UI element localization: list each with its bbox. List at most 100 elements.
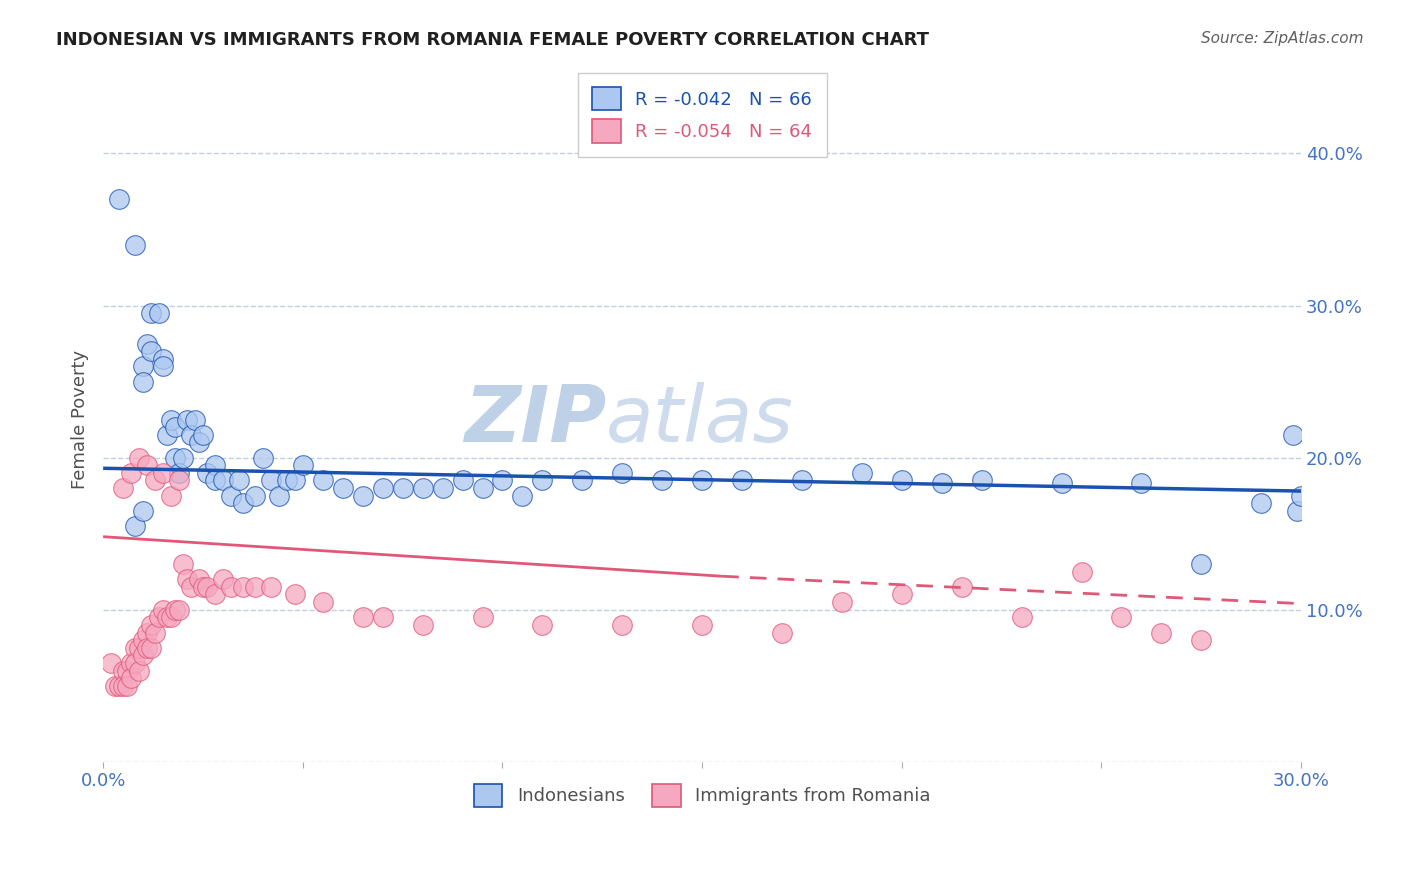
Point bbox=[188, 572, 211, 586]
Point bbox=[204, 587, 226, 601]
Point bbox=[371, 481, 394, 495]
Point bbox=[531, 474, 554, 488]
Point bbox=[152, 603, 174, 617]
Point bbox=[451, 474, 474, 488]
Point bbox=[124, 237, 146, 252]
Point bbox=[950, 580, 973, 594]
Point bbox=[184, 412, 207, 426]
Point bbox=[291, 458, 314, 473]
Point bbox=[152, 466, 174, 480]
Point bbox=[970, 474, 993, 488]
Point bbox=[128, 664, 150, 678]
Point bbox=[232, 580, 254, 594]
Point bbox=[204, 458, 226, 473]
Point bbox=[139, 640, 162, 655]
Point bbox=[1050, 476, 1073, 491]
Point bbox=[120, 656, 142, 670]
Point bbox=[284, 474, 307, 488]
Point bbox=[152, 359, 174, 374]
Text: Source: ZipAtlas.com: Source: ZipAtlas.com bbox=[1201, 31, 1364, 46]
Point bbox=[412, 618, 434, 632]
Point bbox=[243, 580, 266, 594]
Point bbox=[163, 420, 186, 434]
Point bbox=[132, 359, 155, 374]
Point bbox=[160, 489, 183, 503]
Point bbox=[260, 580, 283, 594]
Point bbox=[412, 481, 434, 495]
Point bbox=[152, 351, 174, 366]
Point bbox=[156, 427, 179, 442]
Point bbox=[332, 481, 354, 495]
Point bbox=[195, 580, 218, 594]
Point bbox=[267, 489, 290, 503]
Point bbox=[232, 496, 254, 510]
Point bbox=[195, 466, 218, 480]
Point bbox=[571, 474, 593, 488]
Point bbox=[831, 595, 853, 609]
Point bbox=[108, 679, 131, 693]
Y-axis label: Female Poverty: Female Poverty bbox=[72, 350, 89, 489]
Point bbox=[124, 656, 146, 670]
Point bbox=[1150, 625, 1173, 640]
Point bbox=[163, 450, 186, 465]
Point bbox=[1011, 610, 1033, 624]
Point bbox=[167, 474, 190, 488]
Point bbox=[491, 474, 513, 488]
Point bbox=[651, 474, 673, 488]
Point bbox=[176, 412, 198, 426]
Point bbox=[163, 603, 186, 617]
Point bbox=[352, 489, 374, 503]
Point bbox=[890, 587, 912, 601]
Text: ZIP: ZIP bbox=[464, 382, 606, 458]
Point bbox=[148, 610, 170, 624]
Point bbox=[790, 474, 813, 488]
Point bbox=[1289, 489, 1312, 503]
Point bbox=[1250, 496, 1272, 510]
Point bbox=[1130, 476, 1153, 491]
Point bbox=[228, 474, 250, 488]
Point bbox=[136, 458, 159, 473]
Point bbox=[112, 481, 135, 495]
Point bbox=[212, 474, 235, 488]
Point bbox=[136, 336, 159, 351]
Point bbox=[128, 450, 150, 465]
Point bbox=[219, 580, 242, 594]
Point bbox=[160, 412, 183, 426]
Point bbox=[124, 519, 146, 533]
Point bbox=[132, 648, 155, 663]
Point bbox=[312, 474, 335, 488]
Point bbox=[143, 474, 166, 488]
Point bbox=[690, 474, 713, 488]
Point bbox=[212, 572, 235, 586]
Point bbox=[204, 474, 226, 488]
Point bbox=[112, 679, 135, 693]
Point bbox=[100, 656, 122, 670]
Point bbox=[243, 489, 266, 503]
Point bbox=[391, 481, 413, 495]
Point bbox=[851, 466, 873, 480]
Point bbox=[180, 580, 202, 594]
Point bbox=[531, 618, 554, 632]
Legend: Indonesians, Immigrants from Romania: Indonesians, Immigrants from Romania bbox=[467, 777, 938, 814]
Point bbox=[132, 504, 155, 518]
Point bbox=[112, 664, 135, 678]
Point bbox=[512, 489, 534, 503]
Point bbox=[124, 640, 146, 655]
Point bbox=[1070, 565, 1092, 579]
Point bbox=[1286, 504, 1309, 518]
Point bbox=[115, 664, 138, 678]
Point bbox=[120, 671, 142, 685]
Point bbox=[612, 466, 634, 480]
Text: atlas: atlas bbox=[606, 382, 794, 458]
Text: INDONESIAN VS IMMIGRANTS FROM ROMANIA FEMALE POVERTY CORRELATION CHART: INDONESIAN VS IMMIGRANTS FROM ROMANIA FE… bbox=[56, 31, 929, 49]
Point bbox=[690, 618, 713, 632]
Point bbox=[148, 306, 170, 320]
Point bbox=[188, 435, 211, 450]
Point bbox=[371, 610, 394, 624]
Point bbox=[770, 625, 793, 640]
Point bbox=[132, 633, 155, 648]
Point bbox=[731, 474, 754, 488]
Point bbox=[120, 466, 142, 480]
Point bbox=[180, 427, 202, 442]
Point bbox=[176, 572, 198, 586]
